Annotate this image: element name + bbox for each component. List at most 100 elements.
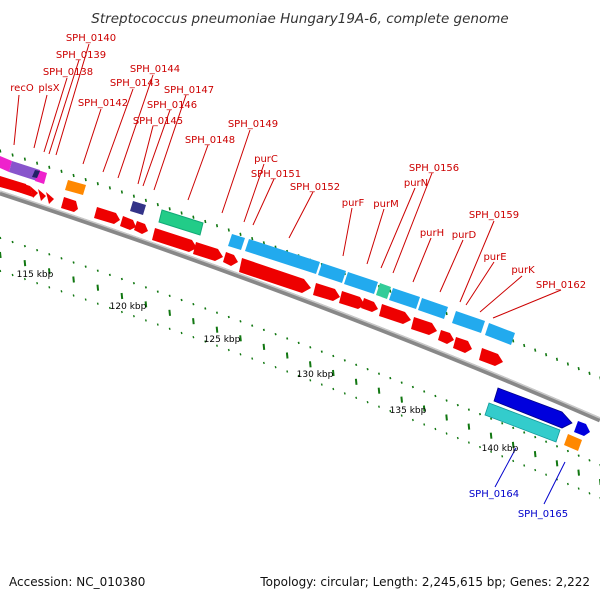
track-tick — [423, 423, 426, 426]
track-tick — [479, 445, 481, 449]
leader-recO — [13, 94, 20, 146]
track-tick — [262, 328, 265, 332]
ruler-label-135: 135 kbp — [390, 406, 427, 416]
track-tick — [286, 337, 289, 340]
cds-arrow[interactable] — [152, 228, 197, 252]
gene-SPH_0152[interactable] — [245, 239, 320, 274]
track-tick — [512, 459, 515, 463]
cds-arrow[interactable] — [61, 197, 78, 212]
label-purH: purH — [420, 228, 444, 239]
track-tick — [422, 405, 426, 412]
label-SPH_0143: SPH_0143 — [110, 78, 160, 89]
ruler-label-125: 125 kbp — [204, 335, 241, 345]
track-tick — [456, 403, 459, 407]
track-tick — [512, 339, 515, 343]
gene-SPH_0144[interactable] — [130, 201, 146, 215]
track-tick — [0, 236, 2, 240]
label-SPH_0151: SPH_0151 — [251, 169, 301, 180]
cds-arrow[interactable] — [134, 221, 148, 234]
gene-purN[interactable] — [376, 283, 391, 299]
gene-SPH_0148[interactable] — [158, 209, 204, 236]
cds-arrow[interactable] — [46, 192, 54, 204]
gene-SPH_0164[interactable] — [493, 387, 573, 429]
leader-plsX — [33, 94, 48, 149]
cds-arrow[interactable] — [313, 283, 340, 301]
gene-SPH_0165-aqua[interactable] — [484, 402, 561, 443]
cds-arrow[interactable] — [38, 189, 46, 201]
gene-SPH_0159[interactable] — [452, 311, 485, 333]
gene-SPH_0165-blue[interactable] — [574, 421, 590, 436]
label-leaders — [13, 43, 562, 319]
track-tick — [192, 318, 195, 325]
cds-arrow[interactable] — [379, 304, 411, 324]
track-tick — [501, 422, 504, 425]
label-SPH_0140: SPH_0140 — [66, 33, 116, 44]
track-tick — [0, 149, 2, 153]
track-tick — [566, 449, 569, 453]
track-tick — [192, 215, 195, 219]
gene-SPH_0156[interactable] — [389, 288, 420, 309]
cds-arrow[interactable] — [339, 291, 365, 309]
track-tick — [144, 301, 148, 308]
track-tick — [204, 340, 207, 343]
gene-purE[interactable] — [485, 323, 515, 345]
track-tick — [566, 482, 569, 486]
track-tick — [239, 320, 242, 323]
right-features — [484, 387, 590, 451]
ruler-label-115: 115 kbp — [17, 270, 54, 280]
track-tick — [501, 455, 504, 458]
gene-purM[interactable] — [344, 272, 378, 294]
track-tick — [423, 390, 426, 393]
gene-SPH_0142[interactable] — [65, 180, 86, 195]
label-plsX: plsX — [38, 83, 59, 94]
cds-arrow[interactable] — [94, 207, 120, 224]
track-tick — [36, 248, 39, 252]
cds-arrow[interactable] — [30, 186, 38, 198]
cds-arrow[interactable] — [479, 348, 503, 366]
ruler-label-130: 130 kbp — [297, 370, 334, 380]
track-tick — [132, 194, 135, 198]
leader-SPH_0151 — [252, 178, 275, 226]
gene-purF[interactable] — [318, 263, 346, 283]
cds-arrow[interactable] — [193, 242, 223, 261]
gene-purH[interactable] — [418, 298, 448, 319]
gene-recO[interactable] — [0, 156, 12, 172]
track-tick — [72, 173, 75, 178]
track-tick — [180, 298, 183, 302]
genome-backbone-highlight — [0, 190, 600, 419]
gene-SPH_0151[interactable] — [228, 234, 245, 250]
cds-arrow[interactable] — [12, 180, 33, 197]
leader-SPH_0144 — [117, 74, 154, 179]
cds-arrow[interactable] — [223, 252, 238, 266]
leader-purK — [479, 275, 523, 313]
gene-SPH_0165[interactable] — [564, 434, 582, 451]
leader-SPH_0159 — [459, 220, 495, 303]
track-tick — [204, 307, 207, 310]
track-tick — [108, 186, 111, 190]
gene-plsX[interactable] — [9, 161, 40, 181]
track-tick — [132, 281, 135, 285]
track-tick — [156, 290, 159, 293]
cds-arrow[interactable] — [239, 258, 311, 293]
cds-arrow[interactable] — [411, 317, 437, 335]
cds-arrow[interactable] — [438, 330, 454, 344]
track-tick — [60, 290, 63, 293]
leader-purN — [380, 187, 416, 269]
track-tick — [378, 405, 380, 408]
gene-SPH_0139[interactable] — [32, 170, 40, 178]
track-tick — [389, 376, 392, 380]
track-tick — [239, 335, 242, 342]
track-tick — [343, 392, 346, 395]
track-tick — [262, 343, 266, 350]
label-purC: purC — [254, 154, 278, 165]
track-tick — [168, 207, 171, 211]
track-tick — [400, 396, 403, 403]
cds-arrow[interactable] — [361, 298, 378, 312]
cds-arrow[interactable] — [120, 216, 136, 230]
track-tick — [445, 399, 448, 402]
track-tick — [445, 311, 448, 316]
track-tick — [144, 286, 147, 289]
track-tick — [389, 409, 392, 413]
track-tick — [156, 323, 159, 326]
cds-arrow[interactable] — [453, 337, 472, 353]
